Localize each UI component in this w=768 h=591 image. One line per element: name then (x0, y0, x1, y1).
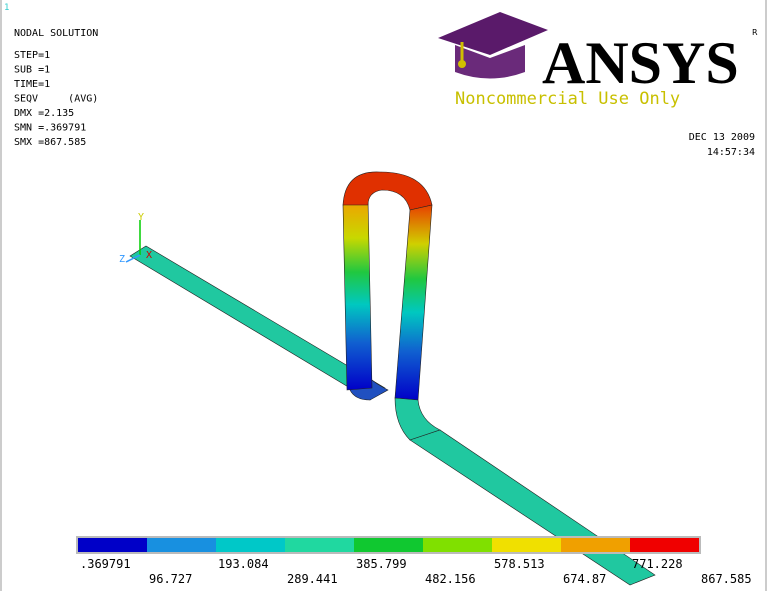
logo-badge: R (752, 28, 758, 37)
legend-swatch (78, 538, 147, 552)
legend-label: 771.228 (632, 557, 683, 571)
triad-x: X (146, 250, 152, 261)
header-line: DMX =2.135 (14, 108, 74, 119)
header-line: TIME=1 (14, 79, 50, 90)
license-notice: Noncommercial Use Only (455, 89, 680, 109)
legend-swatch (492, 538, 561, 552)
legend-swatch (561, 538, 630, 552)
legend-label: 289.441 (287, 572, 338, 586)
legend-swatch (147, 538, 216, 552)
legend-label: 193.084 (218, 557, 269, 571)
legend-swatch (216, 538, 285, 552)
legend-label: 96.727 (149, 572, 192, 586)
time: 14:57:34 (707, 147, 755, 158)
window-number: 1 (4, 3, 9, 13)
header-line: SMX =867.585 (14, 137, 86, 148)
legend-label: 674.87 (563, 572, 606, 586)
legend-label: 385.799 (356, 557, 407, 571)
legend-label: 578.513 (494, 557, 545, 571)
legend-swatch (423, 538, 492, 552)
header-line: SUB =1 (14, 65, 50, 76)
legend-label: 867.585 (701, 572, 752, 586)
header-line: STEP=1 (14, 50, 50, 61)
logo-name: ANSYS (542, 30, 739, 96)
ansys-viewport: 1 NODAL SOLUTION STEP=1 SUB =1 TIME=1 SEQV … (0, 0, 768, 591)
legend-swatch (285, 538, 354, 552)
triad-z: Z (119, 254, 125, 265)
header-line: SMN =.369791 (14, 123, 86, 134)
legend-label: 482.156 (425, 572, 476, 586)
legend-swatch (630, 538, 699, 552)
title: NODAL SOLUTION (14, 28, 98, 39)
header-line: SEQV (AVG) (14, 94, 98, 105)
legend-swatch (354, 538, 423, 552)
triad-y: Y (138, 212, 144, 223)
date: DEC 13 2009 (689, 132, 755, 143)
legend-label: .369791 (80, 557, 131, 571)
